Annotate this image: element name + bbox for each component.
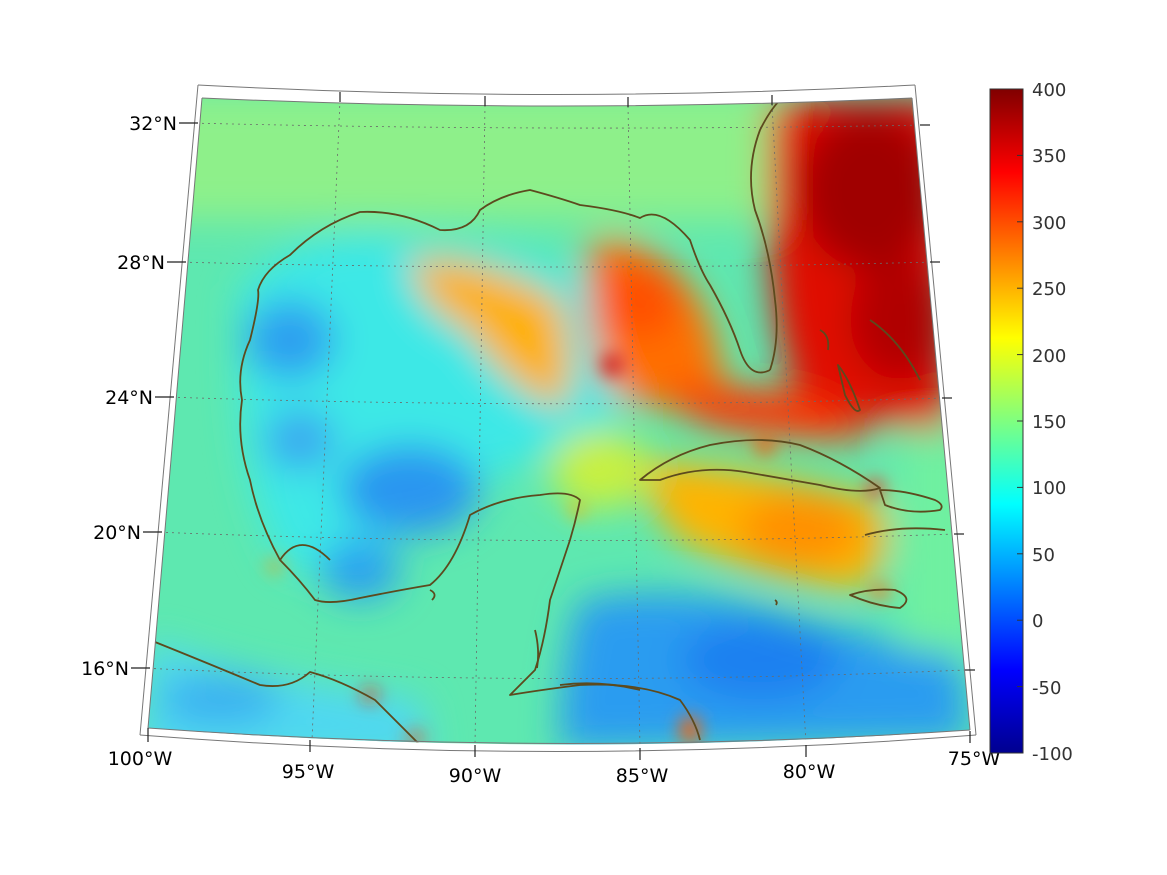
colorbar-tick-label: 100 [1032, 478, 1066, 499]
colorbar-tick-label: 150 [1032, 412, 1066, 433]
lat-label: 16°N [81, 658, 129, 680]
colorbar-tick-label: 0 [1032, 611, 1043, 632]
lat-label: 24°N [105, 387, 153, 409]
map-frame [139, 84, 977, 752]
lon-label: 75°W [948, 748, 1001, 770]
lat-label: 32°N [129, 113, 177, 135]
longitude-labels: 100°W 95°W 90°W 85°W 80°W 75°W [108, 748, 1001, 787]
coastlines [149, 99, 946, 745]
colorbar-tick-label: -100 [1032, 744, 1073, 765]
colorbar-tick-label: 400 [1032, 80, 1066, 101]
colorbar-tick-label: 350 [1032, 146, 1066, 167]
graticule [148, 99, 966, 745]
lon-label: 80°W [783, 761, 836, 783]
lon-label: 90°W [449, 765, 502, 787]
frame-ticks [131, 92, 975, 760]
lon-label: 85°W [616, 765, 669, 787]
colorbar-tick-label: 50 [1032, 545, 1055, 566]
lon-label: 95°W [282, 761, 335, 783]
colorbar-tick-label: -50 [1032, 678, 1061, 699]
latitude-labels: 32°N 28°N 24°N 20°N 16°N [81, 113, 177, 680]
colorbar-ticks [1017, 88, 1023, 754]
colorbar-tick-label: 300 [1032, 213, 1066, 234]
lat-label: 28°N [117, 252, 165, 274]
data-field [148, 98, 970, 745]
colorbar-tick-label: 200 [1032, 346, 1066, 367]
colorbar: 400 350 300 250 200 150 100 50 0 -50 -10… [989, 80, 1073, 765]
lon-label: 100°W [108, 748, 173, 770]
colorbar-tick-label: 250 [1032, 279, 1066, 300]
lat-label: 20°N [93, 522, 141, 544]
